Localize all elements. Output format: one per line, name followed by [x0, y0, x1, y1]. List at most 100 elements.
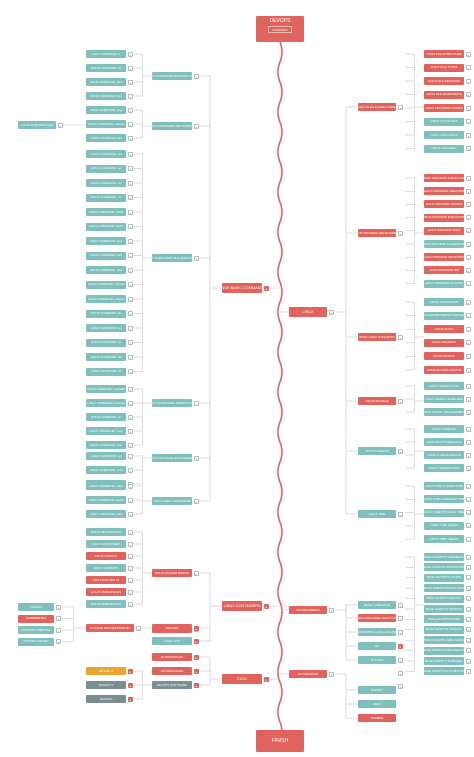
expand-toggle-icon[interactable]: +	[466, 51, 471, 57]
node-docker-compose[interactable]: DOCKER COMPOSE	[18, 626, 54, 634]
node-linux-command-pwd[interactable]: LINUX COMMAND: pwd	[86, 78, 126, 86]
expand-toggle-icon[interactable]: +	[128, 180, 133, 186]
expand-toggle-icon[interactable]: ▸	[128, 668, 133, 674]
expand-toggle-icon[interactable]: +	[466, 627, 471, 633]
expand-toggle-icon[interactable]: +	[466, 65, 471, 70]
node-linux-command-who[interactable]: LINUX COMMAND: who	[86, 441, 126, 449]
expand-toggle-icon[interactable]: +	[128, 511, 133, 517]
node-linux-command-chmod[interactable]: LINUX COMMAND: chmod	[86, 280, 126, 289]
node-linux-command-useradd[interactable]: LINUX COMMAND: useradd	[86, 385, 126, 393]
node-linux-commands-file-operations[interactable]: LINUX COMMANDS FILE OPERATIONS	[152, 254, 192, 262]
node-linux-namespaces[interactable]: LINUX NAMESPACES	[86, 588, 126, 596]
node-bash-data-types[interactable]: BASH LANGUAGE: DATA TYPES	[358, 614, 396, 622]
expand-toggle-icon[interactable]: +	[466, 215, 471, 221]
expand-toggle-icon[interactable]: +	[466, 536, 471, 542]
expand-toggle-icon[interactable]: +	[194, 455, 199, 461]
expand-toggle-icon[interactable]: +	[194, 255, 199, 261]
node-bash-scripts-functions[interactable]: BASH SCRIPTS FUNCTIONS	[424, 584, 464, 593]
expand-toggle-icon[interactable]: +	[466, 92, 471, 97]
expand-toggle-icon[interactable]: +	[466, 105, 471, 111]
expand-toggle-icon[interactable]: +	[128, 340, 133, 345]
node-linux-file-seek[interactable]: LINUX FILE SEEK	[424, 144, 464, 153]
node-linux-readers[interactable]: LINUX READERS	[424, 338, 464, 347]
node-linux-package-management[interactable]: LINUX PACKAGE MANAGEMENT	[152, 454, 192, 462]
node-bash-scripts-loops[interactable]: BASH SCRIPTS LOOPS	[424, 573, 464, 582]
node-linux-files-directories[interactable]: LINUX FILES & DIRECTORIES	[358, 103, 396, 111]
node-linux-standards[interactable]: LINUX STANDARDS	[424, 298, 464, 306]
expand-toggle-icon[interactable]: +	[466, 554, 471, 560]
node-linux-time-timers[interactable]: LINUX TIME TIMERS	[424, 535, 464, 544]
node-bash-scripts-variables[interactable]: BASH SCRIPTS VARIABLES	[424, 553, 464, 561]
expand-toggle-icon[interactable]: +	[466, 188, 471, 194]
node-linux-commands-networking[interactable]: LINUX COMMANDS NETWORKING	[152, 122, 192, 130]
expand-toggle-icon[interactable]: +	[466, 353, 471, 359]
node-linux-time[interactable]: LINUX TIME	[358, 510, 396, 518]
expand-toggle-icon[interactable]: +	[398, 511, 403, 517]
expand-toggle-icon[interactable]: +	[466, 426, 471, 432]
node-posix-basics[interactable]: POSIX BASICS	[424, 352, 464, 361]
node-linux-commands-introduction[interactable]: LINUX COMMANDS INTRODUCTION	[152, 72, 192, 80]
expand-toggle-icon[interactable]: +	[128, 577, 133, 583]
node-linux-lvm[interactable]: LINUX LVM	[152, 637, 192, 645]
expand-toggle-icon[interactable]: +	[466, 396, 471, 402]
expand-toggle-icon[interactable]: +	[128, 400, 133, 406]
expand-toggle-icon[interactable]: +	[466, 367, 471, 373]
expand-toggle-icon[interactable]: +	[398, 448, 403, 454]
expand-toggle-icon[interactable]: +	[466, 267, 471, 273]
expand-toggle-icon[interactable]: +	[128, 311, 133, 316]
expand-toggle-icon[interactable]: +	[466, 241, 471, 247]
expand-toggle-icon[interactable]: +	[128, 453, 133, 459]
expand-toggle-icon[interactable]: ▸	[398, 643, 403, 649]
node-bash-scripts-signals[interactable]: BASH SCRIPTS SIGNALS	[424, 625, 464, 634]
expand-toggle-icon[interactable]: +	[128, 253, 133, 258]
expand-toggle-icon[interactable]: ▸	[264, 285, 269, 291]
expand-toggle-icon[interactable]: +	[466, 313, 471, 319]
node-linux-command-chown[interactable]: LINUX COMMAND: chown	[86, 295, 126, 303]
expand-toggle-icon[interactable]: +	[466, 564, 471, 570]
node-linux-thread-sync[interactable]: LINUX THREAD SYNC	[424, 464, 464, 472]
expand-toggle-icon[interactable]: +	[398, 104, 403, 110]
expand-toggle-icon[interactable]: +	[466, 78, 471, 84]
node-linux-environment-variables[interactable]: LINUX ENVIRONMENT VARIABLES	[424, 311, 464, 320]
node-programming[interactable]: PROGRAMMING	[289, 606, 327, 614]
expand-toggle-icon[interactable]: +	[398, 230, 403, 236]
finish-node[interactable]: FINISH	[256, 730, 304, 752]
node-linux-basic-commands[interactable]: LINUX BASIC COMMANDS	[222, 283, 262, 293]
node-linux-docker-basics[interactable]: LINUX DOCKER BASICS	[152, 569, 192, 577]
node-linux-process-groups[interactable]: LINUX PROCESS GROUPS	[424, 279, 464, 288]
node-linux-command-cp[interactable]: LINUX COMMAND: cp	[86, 164, 126, 173]
node-linux-command-echo[interactable]: LINUX COMMAND: echo	[86, 482, 126, 490]
node-bash-linux-concepts[interactable]: BASH LINUX CONCEPTS	[358, 333, 396, 341]
node-automation[interactable]: AUTOMATION	[289, 670, 327, 678]
node-linux-command-cd[interactable]: LINUX COMMAND: cd	[86, 64, 126, 72]
expand-toggle-icon[interactable]: ▸	[194, 668, 199, 674]
expand-toggle-icon[interactable]: +	[466, 299, 471, 305]
expand-toggle-icon[interactable]: +	[466, 510, 471, 516]
expand-toggle-icon[interactable]: +	[128, 529, 133, 535]
node-linux-command-su[interactable]: LINUX COMMAND: su	[86, 413, 126, 421]
node-linux-file-metadata[interactable]: LINUX FILE METADATA	[424, 77, 464, 85]
expand-toggle-icon[interactable]: +	[128, 565, 133, 571]
expand-toggle-icon[interactable]: ▸	[194, 638, 199, 644]
expand-toggle-icon[interactable]: +	[128, 151, 133, 157]
node-linux-command-ps[interactable]: LINUX COMMAND: ps	[86, 338, 126, 347]
node-go[interactable]: GO	[358, 642, 396, 650]
node-cd-principles[interactable]: CD PRINCIPLES	[152, 667, 192, 675]
expand-toggle-icon[interactable]: +	[398, 670, 403, 676]
node-linux-process-scheduling[interactable]: LINUX PROCESS SCHEDULING	[424, 240, 464, 248]
expand-toggle-icon[interactable]: +	[194, 73, 199, 79]
expand-toggle-icon[interactable]: +	[128, 467, 133, 473]
expand-toggle-icon[interactable]: +	[466, 409, 471, 415]
node-linux-time-system-time[interactable]: LINUX TIME SYSTEM TIME	[424, 482, 464, 490]
expand-toggle-icon[interactable]: +	[398, 657, 403, 663]
expand-toggle-icon[interactable]: +	[128, 354, 133, 360]
expand-toggle-icon[interactable]: +	[466, 119, 471, 124]
node-linux-command-grep[interactable]: LINUX COMMAND: grep	[86, 237, 126, 245]
node-teamcity[interactable]: TEAMCITY	[86, 681, 126, 689]
expand-toggle-icon[interactable]: +	[398, 334, 403, 340]
node-linux-time-process-time[interactable]: LINUX TIME PROCESS TIME	[424, 508, 464, 517]
node-linux-command-df[interactable]: LINUX COMMAND: df	[86, 367, 126, 376]
node-ci-cd[interactable]: CI/CD	[222, 674, 262, 684]
node-chef[interactable]: CHEF	[358, 700, 396, 708]
expand-toggle-icon[interactable]: +	[128, 601, 133, 607]
